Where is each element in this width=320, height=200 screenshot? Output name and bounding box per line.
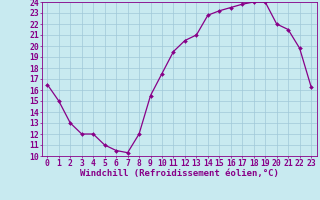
X-axis label: Windchill (Refroidissement éolien,°C): Windchill (Refroidissement éolien,°C) — [80, 169, 279, 178]
